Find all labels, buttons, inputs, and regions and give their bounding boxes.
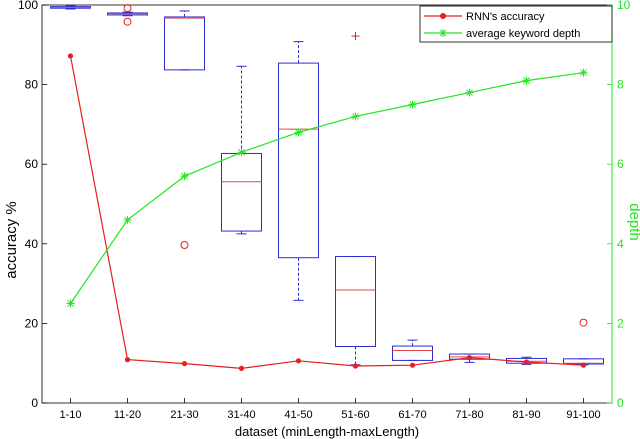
point-depth-11-20	[123, 215, 132, 224]
right-y-tick-label: 2	[617, 316, 624, 330]
box-61-70	[392, 339, 433, 361]
plot-frame	[41, 4, 613, 404]
legend-marker-accuracy	[440, 13, 446, 19]
point-accuracy-1-10	[67, 53, 74, 59]
asterisk-d2	[580, 69, 587, 77]
point-accuracy-31-40	[238, 365, 245, 371]
series-line-depth	[70, 72, 584, 304]
left-y-tick-label: 40	[25, 237, 39, 251]
left-y-axis-label: accuracy %	[3, 201, 20, 279]
outlier-circle	[180, 240, 189, 249]
asterisk-d2	[181, 172, 188, 180]
axis-ticks: 0 20 40 60 80 100 0 2 4 6 8 10 1-10 11-20 21-30 31-40 41…	[18, 0, 631, 421]
asterisk-d2	[67, 300, 74, 307]
right-y-tick-label: 8	[617, 78, 624, 92]
point-accuracy-41-50	[295, 358, 302, 364]
x-tick-label: 1-10	[59, 409, 81, 421]
legend: RNN's accuracy average keyword depth	[419, 5, 613, 43]
right-y-axis-label: depth	[626, 203, 640, 241]
box-51-60	[335, 32, 376, 366]
asterisk-d2	[295, 129, 302, 136]
point-accuracy-81-90	[523, 359, 530, 365]
asterisk-d2	[409, 101, 416, 108]
x-tick-label: 81-90	[512, 409, 540, 421]
left-y-tick-label: 80	[25, 78, 39, 92]
x-tick-label: 51-60	[341, 409, 369, 421]
outlier-circle	[123, 17, 132, 26]
legend-marker-depth	[439, 29, 447, 37]
line-series	[66, 53, 588, 371]
point-accuracy-71-80	[466, 355, 473, 361]
outlier-circle	[579, 318, 588, 327]
box-body	[335, 256, 376, 347]
x-tick-label: 21-30	[170, 409, 198, 421]
right-y-tick-label: 10	[617, 0, 631, 12]
left-y-tick-label: 0	[31, 396, 38, 410]
point-depth-81-90	[522, 76, 531, 85]
point-depth-91-100	[579, 68, 588, 77]
box-21-30	[164, 10, 205, 249]
asterisk-d2	[352, 113, 359, 120]
box-body	[221, 152, 262, 232]
point-depth-51-60	[351, 112, 360, 121]
plot-border	[41, 4, 613, 404]
right-y-tick-label: 6	[617, 157, 624, 171]
point-accuracy-21-30	[181, 360, 188, 367]
point-accuracy-91-100	[580, 362, 587, 368]
asterisk-d2	[124, 216, 131, 224]
legend-label-depth: average keyword depth	[466, 28, 580, 40]
asterisk-d2	[238, 148, 245, 156]
point-accuracy-61-70	[409, 362, 416, 368]
box-plots	[50, 4, 604, 366]
left-y-tick-label: 100	[18, 0, 38, 12]
box-body	[164, 16, 205, 71]
left-y-tick-label: 20	[25, 316, 39, 330]
point-accuracy-51-60	[352, 363, 359, 369]
asterisk-d2	[523, 77, 530, 84]
series-line-accuracy	[69, 55, 584, 369]
point-accuracy-11-20	[124, 357, 131, 363]
x-tick-label: 71-80	[455, 409, 483, 421]
point-depth-31-40	[237, 148, 246, 157]
box-1-10	[50, 5, 91, 10]
box-91-100	[563, 318, 604, 366]
legend-label-accuracy: RNN's accuracy	[466, 11, 545, 23]
box-body	[392, 345, 433, 361]
box-body	[278, 62, 319, 259]
legend-box	[419, 5, 613, 43]
asterisk-d2	[466, 89, 473, 96]
box-41-50	[278, 41, 319, 301]
left-y-tick-label: 60	[25, 157, 39, 171]
box-11-20	[107, 4, 148, 26]
point-depth-71-80	[465, 88, 474, 97]
point-depth-1-10	[66, 299, 75, 308]
x-tick-label: 61-70	[398, 409, 426, 421]
outlier-circle	[123, 4, 132, 13]
x-tick-label: 41-50	[284, 409, 312, 421]
point-depth-41-50	[294, 128, 303, 137]
right-y-tick-label: 4	[617, 237, 624, 251]
x-axis-label: dataset (minLength-maxLength)	[235, 424, 419, 439]
right-y-tick-label: 0	[617, 396, 624, 410]
x-tick-label: 91-100	[566, 409, 600, 421]
outlier-plus	[351, 32, 360, 41]
x-tick-label: 11-20	[114, 409, 141, 421]
x-tick-label: 31-40	[227, 409, 255, 421]
point-depth-21-30	[180, 172, 189, 181]
point-depth-61-70	[408, 100, 417, 109]
